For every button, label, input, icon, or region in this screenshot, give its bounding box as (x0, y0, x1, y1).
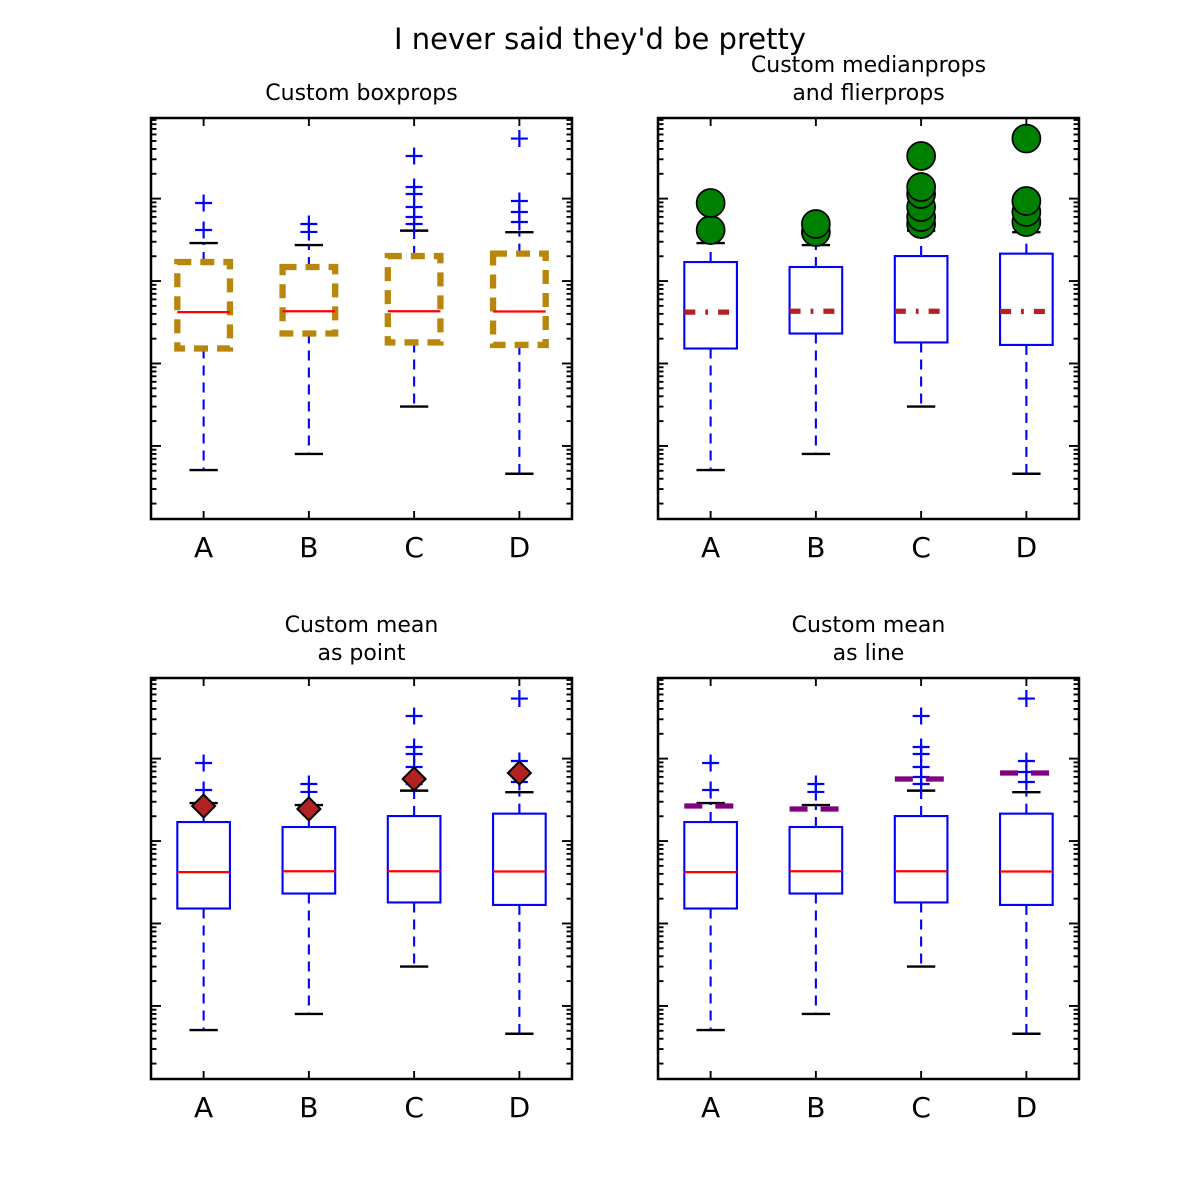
subplot-title-custom-mean-as-point: Custom mean as point (284, 613, 439, 666)
flier-plus (1017, 752, 1035, 770)
figure-title: I never said they'd be pretty (394, 22, 806, 56)
box-rect (281, 825, 337, 895)
axis-ticks (658, 118, 1079, 519)
x-tick-label: C (404, 531, 424, 564)
box-group-A (683, 754, 738, 1032)
flier-plus (702, 781, 720, 799)
x-tick-label: C (911, 531, 931, 564)
flier-plus (912, 707, 930, 725)
axes-border (149, 676, 574, 1081)
box-group-C (386, 707, 442, 968)
box-rect (893, 255, 949, 344)
box-rect (279, 263, 339, 337)
x-tick-label: B (806, 531, 825, 564)
subplot-custom-mean-as-point: A B C D (149, 676, 574, 1124)
box-group-B (279, 215, 339, 456)
box-rect (999, 252, 1054, 346)
box-rect (683, 261, 738, 350)
subplot-title-custom-mean-as-line: Custom mean as line (791, 613, 946, 666)
box-group-B (281, 775, 337, 1016)
x-tick-label: A (194, 1091, 213, 1124)
x-tick-label: C (404, 1091, 424, 1124)
flier-plus (195, 754, 213, 772)
flier-circle (1011, 123, 1042, 154)
flier-circle (695, 215, 726, 245)
flier-plus (405, 178, 423, 196)
box-rect (683, 821, 738, 910)
box-rect (999, 812, 1054, 906)
flier-plus (300, 775, 318, 793)
flier-plus (510, 130, 528, 148)
box-group-D (999, 690, 1054, 1035)
box-group-D (489, 130, 549, 475)
mean-diamond (506, 760, 533, 786)
axes-border (656, 676, 1081, 1081)
box-group-C (893, 141, 949, 408)
subplot-custom-mean-as-line: A B C D (656, 676, 1081, 1124)
x-tick-label: D (1016, 531, 1038, 564)
box-group-A (174, 194, 234, 472)
flier-plus (1017, 690, 1035, 708)
box-group-D (492, 690, 547, 1035)
box-rect (384, 252, 444, 346)
box-rect (386, 815, 442, 904)
x-tick-label: B (806, 1091, 825, 1124)
flier-plus (300, 215, 318, 233)
flier-plus (510, 690, 528, 708)
flier-plus (405, 707, 423, 725)
x-tick-label: C (911, 1091, 931, 1124)
box-group-A (176, 754, 231, 1032)
flier-plus (195, 221, 213, 239)
mean-diamond (190, 793, 217, 819)
box-rect (492, 812, 547, 906)
box-group-C (893, 707, 949, 968)
mean-diamond (295, 796, 322, 822)
axis-ticks (658, 678, 1079, 1079)
x-tick-label: D (1016, 1091, 1038, 1124)
x-tick-label: B (299, 531, 318, 564)
flier-plus (405, 147, 423, 165)
flier-circle (906, 141, 936, 171)
axes-border (149, 116, 574, 521)
flier-plus (510, 192, 528, 210)
flier-plus (405, 738, 423, 756)
x-tick-label: D (509, 1091, 531, 1124)
subplot-custom-medianprops-and-flierprops: A B C D (656, 116, 1081, 564)
box-group-B (788, 209, 844, 456)
box-rect (788, 265, 844, 335)
flier-circle (801, 209, 831, 239)
box-rect (174, 258, 234, 352)
flier-circle (906, 172, 936, 202)
box-rect (176, 821, 231, 910)
box-group-D (999, 123, 1054, 475)
subplot-title-custom-medianprops-and-flierprops: Custom medianprops and flierprops (750, 53, 987, 106)
flier-circle (1011, 186, 1042, 216)
flier-circle (695, 188, 726, 218)
subplot-title-custom-boxprops: Custom boxprops (265, 81, 458, 106)
flier-plus (912, 738, 930, 756)
x-tick-label: A (701, 1091, 720, 1124)
flier-plus (807, 775, 825, 793)
axis-ticks (151, 678, 572, 1079)
x-tick-label: D (509, 531, 531, 564)
x-tick-label: A (701, 531, 720, 564)
x-tick-label: B (299, 1091, 318, 1124)
axis-ticks (151, 118, 572, 519)
axes-border (656, 116, 1081, 521)
box-group-C (384, 147, 444, 408)
x-tick-label: A (194, 531, 213, 564)
mean-diamond (401, 766, 428, 792)
box-rect (788, 825, 844, 895)
box-group-B (788, 775, 844, 1016)
box-group-A (683, 188, 738, 472)
box-rect (489, 250, 549, 349)
box-rect (893, 815, 949, 904)
subplot-custom-boxprops: A B C D (149, 116, 574, 564)
flier-plus (195, 194, 213, 212)
flier-plus (702, 754, 720, 772)
